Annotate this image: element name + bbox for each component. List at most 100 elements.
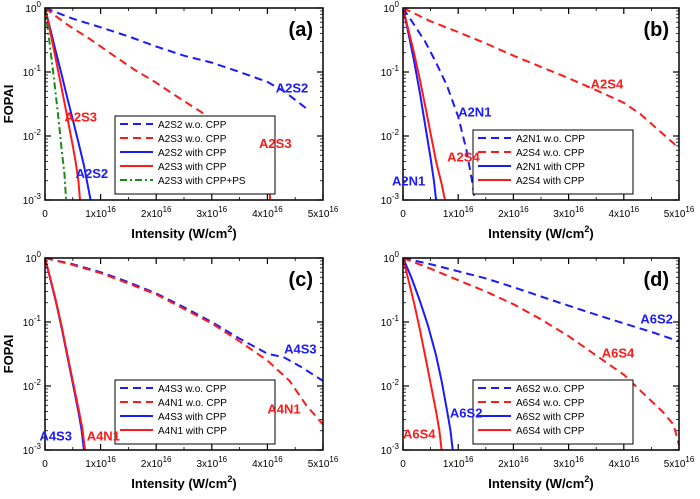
legend: A6S2 w.o. CPP A6S4 w.o. CPP A6S2 with CPP A… bbox=[472, 379, 634, 445]
y-tick-label: 100 bbox=[25, 0, 41, 15]
y-tick-label: 10-1 bbox=[381, 314, 400, 329]
x-tick-label: 2x1016 bbox=[498, 205, 529, 220]
annotation-label: A2S4 bbox=[447, 149, 480, 164]
annotation-label: A2S3 bbox=[64, 109, 97, 124]
x-tick-label: 5x1016 bbox=[308, 205, 339, 220]
legend-entry: A2S3 with CPP+PS bbox=[158, 176, 246, 187]
legend-entry: A2S4 w.o. CPP bbox=[516, 148, 585, 159]
annotation-label: A2S2 bbox=[276, 80, 309, 95]
x-tick-label: 1x1016 bbox=[85, 205, 116, 220]
annotation-label: A2S2 bbox=[76, 166, 109, 181]
panel-a: 100 10-1 10-2 10-30 1x1016 2x1016 3x1016 4x1016… bbox=[1, 0, 339, 241]
x-axis-label: Intensity (W/cm2) bbox=[131, 224, 236, 241]
series-line-a2s2-with-cpp bbox=[45, 8, 92, 200]
x-tick-label: 0 bbox=[400, 459, 406, 470]
panel-label: (b) bbox=[643, 19, 669, 41]
x-tick-label: 2x1016 bbox=[141, 205, 172, 220]
series-line-a2s3-with-cpp-ps bbox=[45, 8, 68, 200]
series-line-a6s2-w-o-cpp bbox=[403, 258, 679, 343]
panel-b: 100 10-1 10-2 10-30 1x1016 2x1016 3x1016 4x1016… bbox=[381, 0, 695, 241]
annotation-label: A6S2 bbox=[640, 311, 673, 326]
series-line-a4n1-with-cpp bbox=[45, 258, 86, 450]
series-line-a2n1-w-o-cpp bbox=[403, 8, 476, 200]
legend-entry: A6S4 w.o. CPP bbox=[516, 398, 585, 409]
x-axis-label: Intensity (W/cm2) bbox=[488, 474, 593, 491]
annotation-label: A2S4 bbox=[591, 77, 624, 92]
y-tick-label: 100 bbox=[383, 0, 399, 15]
legend-entry: A4N1 w.o. CPP bbox=[158, 398, 227, 409]
y-axis-label: FOPAI bbox=[1, 335, 16, 374]
x-tick-label: 2x1016 bbox=[498, 455, 529, 470]
x-tick-label: 3x1016 bbox=[197, 205, 228, 220]
legend-entry: A2N1 w.o. CPP bbox=[516, 134, 585, 145]
legend-entry: A6S2 with CPP bbox=[516, 412, 585, 423]
annotation-label: A2N1 bbox=[458, 105, 491, 120]
y-tick-label: 100 bbox=[25, 250, 41, 265]
panel-d: 100 10-1 10-2 10-30 1x1016 2x1016 3x1016 4x1016… bbox=[381, 250, 695, 491]
panel-label: (d) bbox=[643, 269, 669, 291]
series-line-a6s2-with-cpp bbox=[403, 258, 454, 450]
legend-entry: A2S4 with CPP bbox=[516, 176, 585, 187]
y-tick-label: 10-3 bbox=[381, 442, 400, 457]
legend-entry: A2S3 with CPP bbox=[158, 162, 227, 173]
x-tick-label: 4x1016 bbox=[252, 455, 283, 470]
x-tick-label: 2x1016 bbox=[141, 455, 172, 470]
series-line-a4n1-w-o-cpp bbox=[45, 258, 323, 426]
legend: A2S2 w.o. CPP A2S3 w.o. CPP A2S2 with CPP A… bbox=[114, 115, 276, 195]
x-tick-label: 1x1016 bbox=[85, 455, 116, 470]
annotation-label: A4S3 bbox=[39, 429, 72, 444]
panel-label: (c) bbox=[289, 269, 313, 291]
series-line-a2s3-with-cpp bbox=[45, 8, 81, 200]
x-tick-label: 5x1016 bbox=[664, 205, 695, 220]
y-tick-label: 10-1 bbox=[381, 64, 400, 79]
annotation-label: A4N1 bbox=[267, 402, 300, 417]
legend-entry: A4N1 with CPP bbox=[158, 426, 227, 437]
legend: A4S3 w.o. CPP A4N1 w.o. CPP A4S3 with CPP A… bbox=[114, 379, 276, 445]
annotation-label: A6S4 bbox=[403, 427, 436, 442]
annotation-label: A6S4 bbox=[602, 345, 635, 360]
x-tick-label: 3x1016 bbox=[553, 455, 584, 470]
y-tick-label: 10-2 bbox=[381, 128, 400, 143]
x-tick-label: 0 bbox=[42, 459, 48, 470]
x-tick-label: 3x1016 bbox=[197, 455, 228, 470]
annotation-label: A6S2 bbox=[450, 406, 483, 421]
legend: A2N1 w.o. CPP A2S4 w.o. CPP A2N1 with CPP A… bbox=[472, 129, 634, 195]
series-line-a2s4-with-cpp bbox=[403, 8, 446, 200]
x-axis-label: Intensity (W/cm2) bbox=[131, 474, 236, 491]
legend-entry: A4S3 with CPP bbox=[158, 412, 227, 423]
annotation-label: A4S3 bbox=[284, 342, 317, 357]
series-line-a6s4-w-o-cpp bbox=[403, 258, 679, 446]
y-tick-label: 10-2 bbox=[23, 128, 42, 143]
legend-entry: A2N1 with CPP bbox=[516, 162, 585, 173]
x-tick-label: 0 bbox=[42, 209, 48, 220]
y-tick-label: 10-2 bbox=[381, 378, 400, 393]
series-line-a4s3-w-o-cpp bbox=[45, 258, 323, 382]
legend-entry: A2S3 w.o. CPP bbox=[158, 134, 227, 145]
annotation-label: A4N1 bbox=[87, 429, 120, 444]
y-axis-label: FOPAI bbox=[1, 85, 16, 124]
x-axis-label: Intensity (W/cm2) bbox=[488, 224, 593, 241]
y-tick-label: 100 bbox=[383, 250, 399, 265]
x-tick-label: 4x1016 bbox=[252, 205, 283, 220]
panel-label: (a) bbox=[289, 19, 313, 41]
legend-entry: A6S4 with CPP bbox=[516, 426, 585, 437]
x-tick-label: 5x1016 bbox=[664, 455, 695, 470]
series-line-a2s2-w-o-cpp bbox=[45, 8, 307, 110]
panel-c: 100 10-1 10-2 10-30 1x1016 2x1016 3x1016 4x1016… bbox=[1, 250, 339, 491]
annotation-label: A2S3 bbox=[259, 136, 292, 151]
legend-entry: A2S2 with CPP bbox=[158, 148, 227, 159]
x-tick-label: 5x1016 bbox=[308, 455, 339, 470]
y-tick-label: 10-2 bbox=[23, 378, 42, 393]
legend-entry: A6S2 w.o. CPP bbox=[516, 384, 585, 395]
series-line-a4s3-with-cpp bbox=[45, 258, 85, 450]
legend-entry: A4S3 w.o. CPP bbox=[158, 384, 227, 395]
y-tick-label: 10-3 bbox=[381, 192, 400, 207]
y-tick-label: 10-3 bbox=[23, 442, 42, 457]
x-tick-label: 1x1016 bbox=[443, 455, 474, 470]
series-line-a2s3-w-o-cpp bbox=[45, 8, 272, 200]
y-tick-label: 10-1 bbox=[23, 64, 42, 79]
series-line-a6s4-with-cpp bbox=[403, 258, 443, 450]
series-line-a2s4-w-o-cpp bbox=[403, 8, 679, 149]
x-tick-label: 3x1016 bbox=[553, 205, 584, 220]
